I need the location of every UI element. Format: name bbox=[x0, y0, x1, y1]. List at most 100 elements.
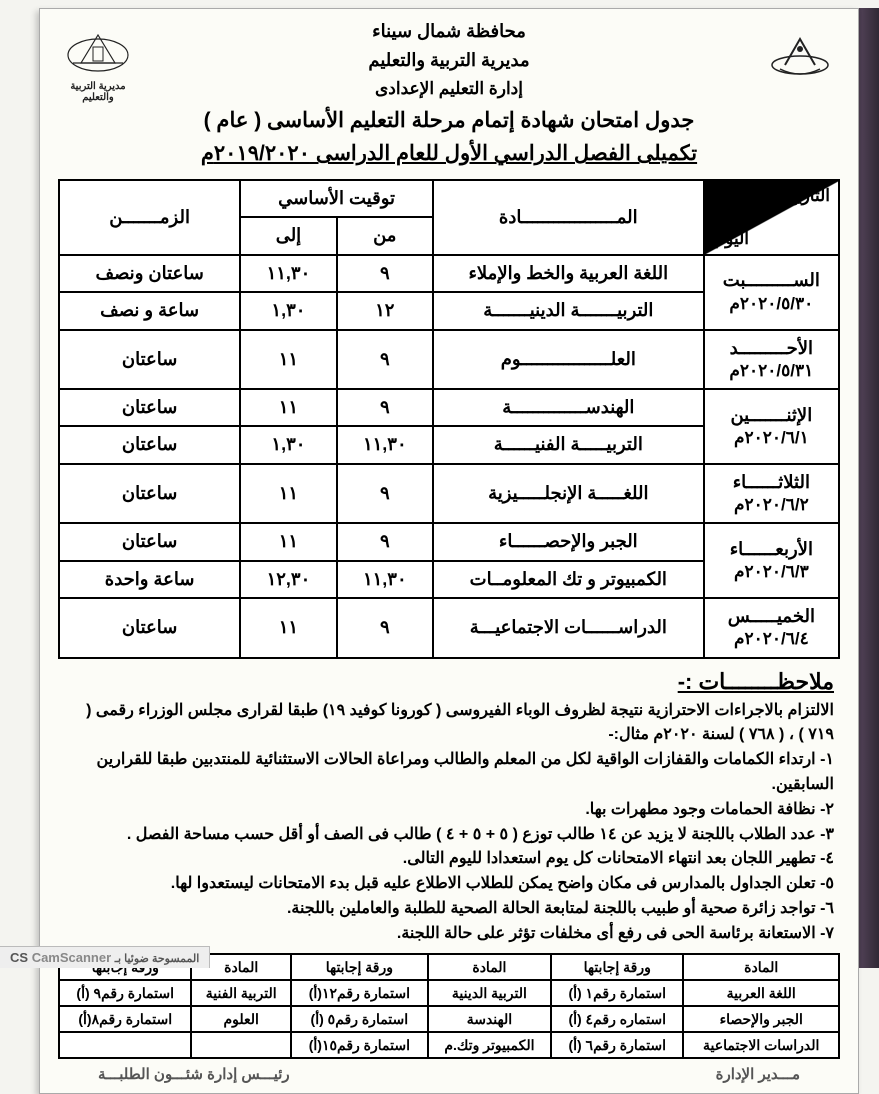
cell-to: ١١ bbox=[240, 523, 336, 560]
forms-col-header: المادة bbox=[428, 954, 551, 980]
cell-dur: ساعتان bbox=[59, 426, 240, 463]
day-date-cell: الأحـــــــــد٢٠٢٠/٥/٣١م bbox=[704, 330, 839, 389]
document-header: محافظة شمال سيناء مديرية التربية والتعلي… bbox=[58, 17, 840, 171]
cell-subject: الهندســــــــــــــة bbox=[433, 389, 704, 426]
forms-col-header: المادة bbox=[683, 954, 839, 980]
cell-subject: الكمبيوتر و تك المعلومــات bbox=[433, 561, 704, 598]
cell-dur: ساعتان bbox=[59, 523, 240, 560]
note-item: ١- ارتداء الكمامات والقفازات الواقية لكل… bbox=[64, 748, 834, 798]
note-item: ٢- نظافة الحمامات وجود مطهرات بها. bbox=[64, 798, 834, 823]
cell-subject: اللغـــــة الإنجلـــــيزية bbox=[433, 464, 704, 523]
schedule-row: الثلاثــــــاء٢٠٢٠/٦/٢ماللغـــــة الإنجل… bbox=[59, 464, 839, 523]
cell-subject: التربيـــــــة الدينيـــــــة bbox=[433, 292, 704, 329]
cell-to: ١,٣٠ bbox=[240, 292, 336, 329]
day-date-cell: الأربعــــــاء٢٠٢٠/٦/٣م bbox=[704, 523, 839, 598]
cell-subject: الجبر والإحصــــــاء bbox=[433, 523, 704, 560]
to-header: إلى bbox=[240, 217, 336, 254]
cell-to: ١,٣٠ bbox=[240, 426, 336, 463]
scanner-watermark: CS CamScanner الممسوحة ضوئيا بـ bbox=[0, 946, 210, 968]
cell-from: ٩ bbox=[337, 523, 433, 560]
cell-to: ١١ bbox=[240, 464, 336, 523]
cell-to: ١١,٣٠ bbox=[240, 255, 336, 292]
cell-dur: ساعتان bbox=[59, 598, 240, 657]
governorate-emblem bbox=[760, 27, 840, 91]
signature-left: رئيـــس إدارة شئـــون الطلبـــة bbox=[98, 1065, 290, 1083]
forms-col-header: ورقة إجابتها bbox=[291, 954, 428, 980]
note-item: ٤- تطهير اللجان بعد انتهاء الامتحانات كل… bbox=[64, 847, 834, 872]
cell-from: ٩ bbox=[337, 389, 433, 426]
date-day-header: التاريخ اليوم bbox=[704, 180, 839, 255]
forms-row: الجبر والإحصاءاستماره رقم٤ (أ)الهندسةاست… bbox=[59, 1006, 839, 1032]
timing-header: توقيت الأساسي bbox=[240, 180, 433, 217]
note-item: ٥- تعلن الجداول بالمدارس فى مكان واضح يم… bbox=[64, 872, 834, 897]
forms-cell: اللغة العربية bbox=[683, 980, 839, 1006]
day-date-cell: الثلاثــــــاء٢٠٢٠/٦/٢م bbox=[704, 464, 839, 523]
schedule-row: الخميـــــس٢٠٢٠/٦/٤مالدراســــــات الاجت… bbox=[59, 598, 839, 657]
cell-subject: الدراســــــات الاجتماعيـــة bbox=[433, 598, 704, 657]
forms-cell: العلوم bbox=[191, 1006, 290, 1032]
cell-dur: ساعتان bbox=[59, 464, 240, 523]
forms-cell bbox=[59, 1032, 191, 1058]
signatures-row: مـــدير الإدارة رئيـــس إدارة شئـــون ال… bbox=[58, 1065, 840, 1083]
cell-subject: العلـــــــــــــــــوم bbox=[433, 330, 704, 389]
cell-dur: ساعتان bbox=[59, 330, 240, 389]
notes-block: الالتزام بالاجراءات الاحترازية نتيجة لظر… bbox=[58, 699, 840, 947]
directorate-emblem: مديرية التربية والتعليم bbox=[58, 27, 138, 91]
forms-cell: استمارة رقم٦ (أ) bbox=[551, 1032, 683, 1058]
duration-header: الزمـــــــن bbox=[59, 180, 240, 255]
document-sheet: مديرية التربية والتعليم محافظة شمال سينا… bbox=[39, 8, 859, 1094]
emblem-caption: مديرية التربية والتعليم bbox=[58, 81, 138, 103]
header-line: مديرية التربية والتعليم bbox=[58, 46, 840, 75]
cell-to: ١١ bbox=[240, 598, 336, 657]
cell-from: ٩ bbox=[337, 255, 433, 292]
forms-row: الدراسات الاجتماعيةاستمارة رقم٦ (أ)الكمب… bbox=[59, 1032, 839, 1058]
forms-cell: الجبر والإحصاء bbox=[683, 1006, 839, 1032]
forms-cell: استمارة رقم٥ (أ) bbox=[291, 1006, 428, 1032]
day-date-cell: الإثنـــــــين٢٠٢٠/٦/١م bbox=[704, 389, 839, 464]
notes-title: ملاحظــــــــات :- bbox=[64, 669, 834, 695]
cell-dur: ساعة و نصف bbox=[59, 292, 240, 329]
cell-to: ١١ bbox=[240, 389, 336, 426]
notes-intro: الالتزام بالاجراءات الاحترازية نتيجة لظر… bbox=[64, 699, 834, 749]
subtitle-line: تكميلى الفصل الدراسي الأول للعام الدراسى… bbox=[58, 137, 840, 171]
schedule-row: الأحـــــــــد٢٠٢٠/٥/٣١مالعلــــــــــــ… bbox=[59, 330, 839, 389]
header-line: محافظة شمال سيناء bbox=[58, 17, 840, 46]
answer-forms-table: المادةورقة إجابتهاالمادةورقة إجابتهاالما… bbox=[58, 953, 840, 1060]
subject-header: المــــــــــــــــــادة bbox=[433, 180, 704, 255]
emblem-icon bbox=[63, 27, 133, 77]
cell-from: ١٢ bbox=[337, 292, 433, 329]
cell-subject: اللغة العربية والخط والإملاء bbox=[433, 255, 704, 292]
cell-subject: التربيـــــة الفنيــــــة bbox=[433, 426, 704, 463]
schedule-row: الأربعــــــاء٢٠٢٠/٦/٣مالجبر والإحصـــــ… bbox=[59, 523, 839, 560]
forms-row: اللغة العربيةاستمارة رقم١ (أ)التربية الد… bbox=[59, 980, 839, 1006]
schedule-row: الســـــــــبت٢٠٢٠/٥/٣٠ماللغة العربية وا… bbox=[59, 255, 839, 292]
forms-cell: التربية الدينية bbox=[428, 980, 551, 1006]
cell-from: ٩ bbox=[337, 330, 433, 389]
forms-cell: الهندسة bbox=[428, 1006, 551, 1032]
cell-dur: ساعة واحدة bbox=[59, 561, 240, 598]
forms-cell: استمارة رقم١٢(أ) bbox=[291, 980, 428, 1006]
cell-dur: ساعتان bbox=[59, 389, 240, 426]
forms-cell: استمارة رقم١٥(أ) bbox=[291, 1032, 428, 1058]
forms-cell: استمارة رقم٩ (أ) bbox=[59, 980, 191, 1006]
title-line: جدول امتحان شهادة إتمام مرحلة التعليم ال… bbox=[58, 104, 840, 138]
emblem-icon bbox=[765, 27, 835, 77]
cell-from: ٩ bbox=[337, 464, 433, 523]
forms-col-header: ورقة إجابتها bbox=[551, 954, 683, 980]
day-date-cell: الســـــــــبت٢٠٢٠/٥/٣٠م bbox=[704, 255, 839, 330]
from-header: من bbox=[337, 217, 433, 254]
forms-cell: التربية الفنية bbox=[191, 980, 290, 1006]
note-item: ٧- الاستعانة برئاسة الحى فى رفع أى مخلفا… bbox=[64, 922, 834, 947]
forms-cell: استماره رقم٤ (أ) bbox=[551, 1006, 683, 1032]
exam-schedule-table: التاريخ اليوم المــــــــــــــــــادة ت… bbox=[58, 179, 840, 659]
note-item: ٦- تواجد زائرة صحية أو طبيب باللجنة لمتا… bbox=[64, 897, 834, 922]
cell-to: ١١ bbox=[240, 330, 336, 389]
cell-to: ١٢,٣٠ bbox=[240, 561, 336, 598]
forms-cell: استمارة رقم٨(أ) bbox=[59, 1006, 191, 1032]
schedule-row: الإثنـــــــين٢٠٢٠/٦/١مالهندســـــــــــ… bbox=[59, 389, 839, 426]
forms-cell: استمارة رقم١ (أ) bbox=[551, 980, 683, 1006]
signature-right: مـــدير الإدارة bbox=[716, 1065, 800, 1083]
cell-dur: ساعتان ونصف bbox=[59, 255, 240, 292]
day-date-cell: الخميـــــس٢٠٢٠/٦/٤م bbox=[704, 598, 839, 657]
forms-cell bbox=[191, 1032, 290, 1058]
